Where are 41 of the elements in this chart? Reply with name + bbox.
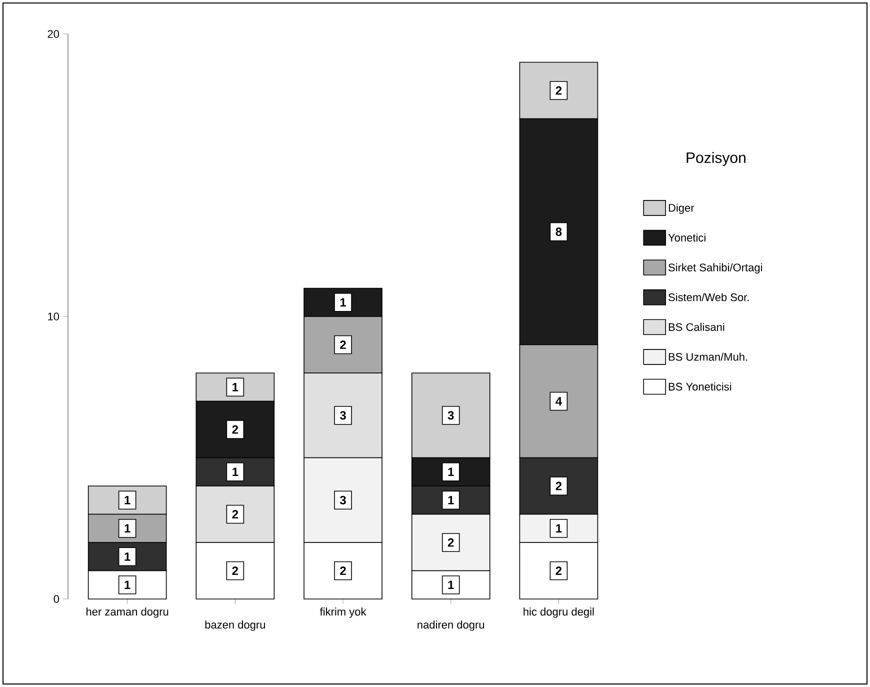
legend-label: BS Uzman/Muh.	[668, 352, 748, 361]
data-label: 8	[556, 227, 562, 236]
data-label: 2	[556, 566, 562, 575]
legend-label: BS Calisani	[668, 322, 724, 331]
data-label: 2	[232, 566, 238, 575]
data-label: 3	[448, 411, 454, 420]
y-tick-label: 0	[54, 595, 60, 603]
data-label: 1	[448, 468, 454, 476]
data-label: 1	[124, 524, 130, 532]
data-label: 1	[448, 496, 454, 504]
y-tick-label: 20	[48, 30, 60, 38]
data-label: 1	[340, 298, 346, 306]
data-label: 3	[340, 496, 346, 504]
data-label: 1	[556, 524, 562, 532]
data-label: 1	[448, 580, 454, 589]
data-label: 2	[448, 538, 454, 547]
legend-label: BS Yoneticisi	[668, 382, 732, 391]
data-label: 2	[556, 86, 562, 95]
data-label: 4	[556, 397, 562, 406]
x-tick-label: her zaman dogru	[86, 608, 168, 618]
y-tick-label: 10	[48, 312, 60, 320]
x-tick-label: nadiren dogru	[418, 620, 484, 631]
data-label: 3	[340, 411, 346, 420]
data-label: 2	[232, 510, 238, 518]
legend-title: Pozisyon	[686, 152, 746, 166]
data-label: 1	[124, 552, 130, 561]
data-label: 2	[340, 340, 346, 349]
data-label: 1	[124, 496, 130, 504]
data-label: 1	[232, 468, 238, 476]
x-tick-label: hic dogru degil	[524, 608, 594, 618]
data-label: 2	[340, 566, 346, 575]
data-label: 1	[124, 580, 130, 589]
legend-label: Sistem/Web Sor.	[668, 293, 749, 302]
x-tick-label: bazen dogru	[205, 620, 265, 631]
data-label: 2	[232, 425, 238, 434]
legend-label: Yonetici	[668, 234, 706, 242]
x-tick-label: fikrim yok	[320, 608, 366, 618]
data-label: 1	[232, 382, 238, 392]
data-label: 2	[556, 482, 562, 490]
legend-label: Diger	[668, 204, 694, 214]
legend-label: Sirket Sahibi/Ortagi	[668, 263, 762, 274]
